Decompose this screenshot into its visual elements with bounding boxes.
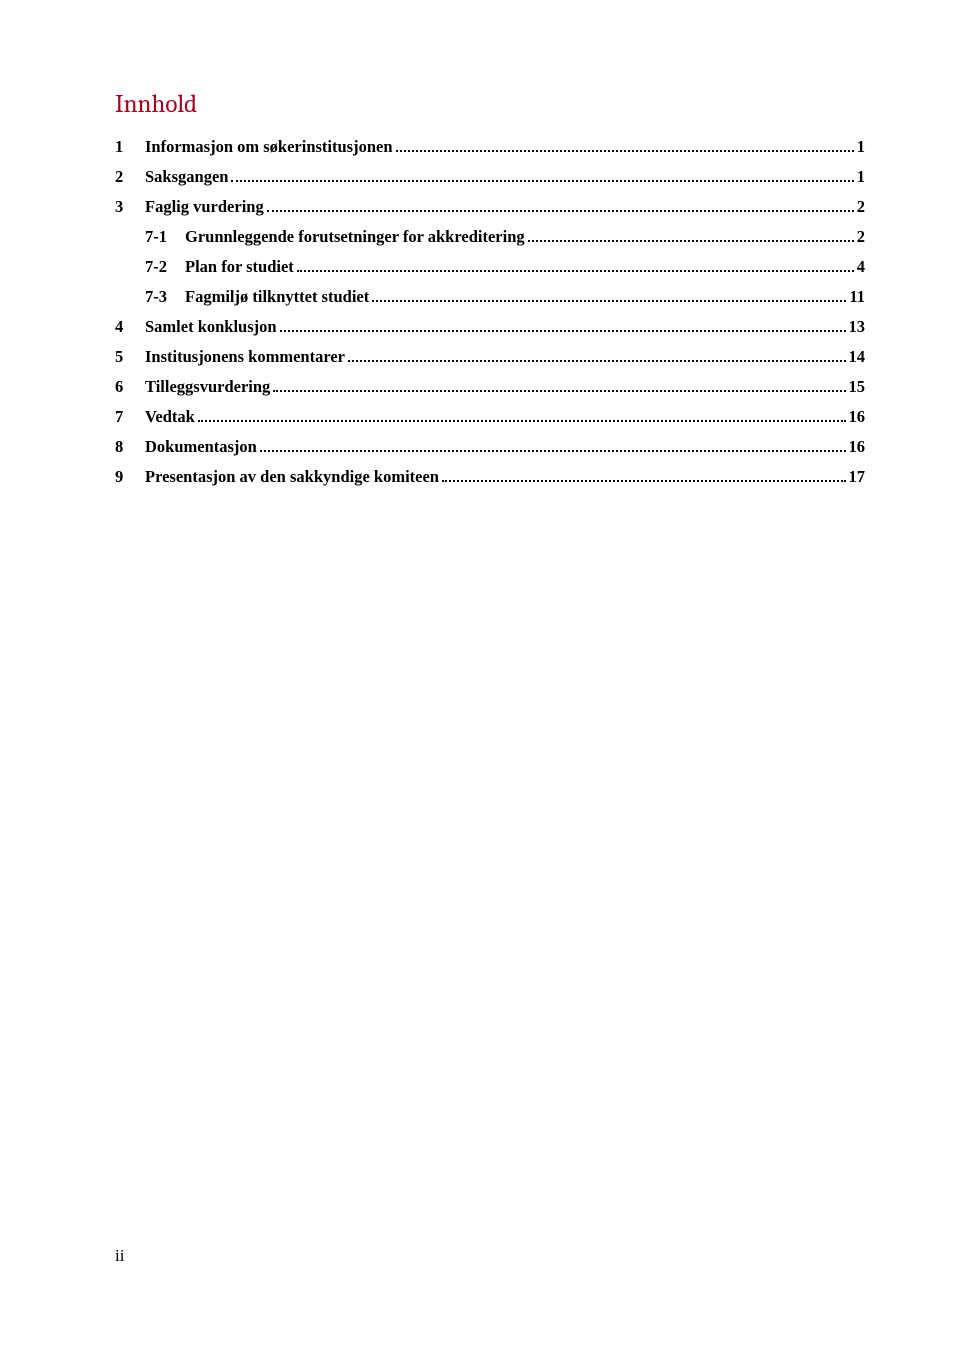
toc-entry-page: 2 bbox=[857, 227, 865, 247]
toc-leader bbox=[231, 180, 853, 182]
toc-entry: 3Faglig vurdering 2 bbox=[115, 197, 865, 217]
toc-leader bbox=[348, 360, 846, 362]
toc-entry-text: Institusjonens kommentarer bbox=[145, 347, 345, 367]
toc-entry-page: 16 bbox=[849, 437, 866, 457]
toc-entry-number: 7-1 bbox=[145, 227, 185, 247]
toc-entry-number: 1 bbox=[115, 137, 145, 157]
toc-leader bbox=[396, 150, 854, 152]
toc-leader bbox=[442, 480, 846, 482]
toc-entry: 9Presentasjon av den sakkyndige komiteen… bbox=[115, 467, 865, 487]
toc-entry: 8Dokumentasjon 16 bbox=[115, 437, 865, 457]
toc-entry-page: 4 bbox=[857, 257, 865, 277]
toc-entry-text: Saksgangen bbox=[145, 167, 228, 187]
toc-leader bbox=[267, 210, 854, 212]
toc-entry-page: 14 bbox=[849, 347, 866, 367]
toc-entry-text: Plan for studiet bbox=[185, 257, 294, 277]
toc-entry-page: 1 bbox=[857, 137, 865, 157]
toc-entry-page: 13 bbox=[849, 317, 866, 337]
toc-entry-page: 17 bbox=[849, 467, 866, 487]
toc-leader bbox=[372, 300, 846, 302]
toc-entry: 7Vedtak 16 bbox=[115, 407, 865, 427]
toc-entry: 7-1Grunnleggende forutsetninger for akkr… bbox=[115, 227, 865, 247]
toc-entry-number: 5 bbox=[115, 347, 145, 367]
toc-entry-page: 16 bbox=[849, 407, 866, 427]
toc-entry: 7-2Plan for studiet 4 bbox=[115, 257, 865, 277]
toc-entry-number: 7 bbox=[115, 407, 145, 427]
toc-entry-number: 4 bbox=[115, 317, 145, 337]
toc-entry-text: Dokumentasjon bbox=[145, 437, 257, 457]
toc-entry: 2Saksgangen 1 bbox=[115, 167, 865, 187]
toc-entry-number: 9 bbox=[115, 467, 145, 487]
toc-entry-text: Vedtak bbox=[145, 407, 195, 427]
toc-entry-page: 1 bbox=[857, 167, 865, 187]
toc-entry-number: 7-3 bbox=[145, 287, 185, 307]
toc-entry-text: Tilleggsvurdering bbox=[145, 377, 270, 397]
toc-entry: 5Institusjonens kommentarer 14 bbox=[115, 347, 865, 367]
toc-entry-number: 2 bbox=[115, 167, 145, 187]
toc-leader bbox=[198, 420, 846, 422]
toc-entry: 1Informasjon om søkerinstitusjonen1 bbox=[115, 137, 865, 157]
toc-entry-text: Presentasjon av den sakkyndige komiteen bbox=[145, 467, 439, 487]
toc-title: Innhold bbox=[115, 90, 865, 119]
toc-entry-text: Samlet konklusjon bbox=[145, 317, 277, 337]
toc-entry-number: 6 bbox=[115, 377, 145, 397]
toc-leader bbox=[273, 390, 845, 392]
toc-entry-text: Informasjon om søkerinstitusjonen bbox=[145, 137, 393, 157]
toc-entry-number: 3 bbox=[115, 197, 145, 217]
toc-leader bbox=[528, 240, 854, 242]
page-number: ii bbox=[115, 1246, 124, 1266]
toc-entry-text: Grunnleggende forutsetninger for akkredi… bbox=[185, 227, 525, 247]
toc-entry-text: Fagmiljø tilknyttet studiet bbox=[185, 287, 369, 307]
toc-list: 1Informasjon om søkerinstitusjonen12Saks… bbox=[115, 137, 865, 487]
toc-leader bbox=[260, 450, 846, 452]
toc-entry: 7-3Fagmiljø tilknyttet studiet 11 bbox=[115, 287, 865, 307]
toc-entry-number: 7-2 bbox=[145, 257, 185, 277]
toc-entry-text: Faglig vurdering bbox=[145, 197, 264, 217]
toc-entry: 6Tilleggsvurdering 15 bbox=[115, 377, 865, 397]
toc-leader bbox=[280, 330, 846, 332]
toc-leader bbox=[297, 270, 854, 272]
toc-entry: 4Samlet konklusjon 13 bbox=[115, 317, 865, 337]
toc-entry-page: 15 bbox=[849, 377, 866, 397]
toc-entry-page: 2 bbox=[857, 197, 865, 217]
toc-entry-number: 8 bbox=[115, 437, 145, 457]
toc-entry-page: 11 bbox=[849, 287, 865, 307]
